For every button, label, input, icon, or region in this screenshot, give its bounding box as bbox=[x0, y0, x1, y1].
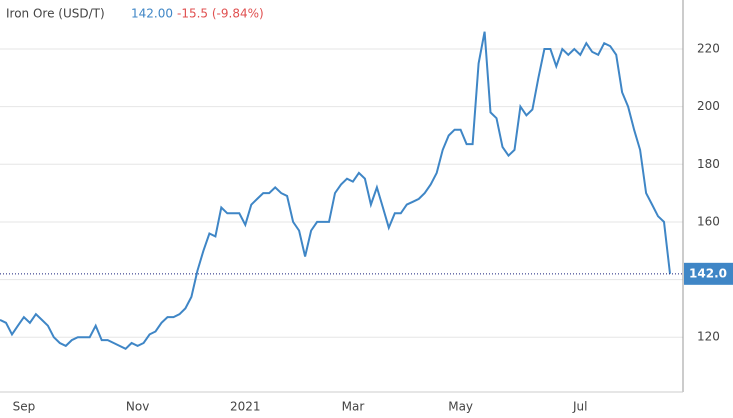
x-tick-label: Jul bbox=[572, 400, 587, 414]
x-tick-label: Sep bbox=[13, 400, 36, 414]
x-tick-label: Mar bbox=[342, 400, 365, 414]
chart-title: Iron Ore (USD/T) bbox=[6, 7, 105, 21]
last-price-badge bbox=[684, 262, 733, 285]
x-tick-label: Nov bbox=[126, 400, 149, 414]
last-price: 142.00 bbox=[131, 7, 173, 21]
price-change: -15.5 (-9.84%) bbox=[177, 7, 264, 21]
y-tick-label: 220 bbox=[697, 42, 720, 56]
x-tick-label: May bbox=[448, 400, 473, 414]
x-tick-label: 2021 bbox=[230, 400, 261, 414]
price-line bbox=[0, 31, 671, 351]
last-price-label: 142.0 bbox=[689, 266, 727, 280]
y-tick-label: 200 bbox=[697, 99, 720, 113]
y-tick-label: 160 bbox=[697, 214, 720, 228]
y-tick-label: 120 bbox=[697, 330, 720, 344]
y-tick-label: 180 bbox=[697, 157, 720, 171]
